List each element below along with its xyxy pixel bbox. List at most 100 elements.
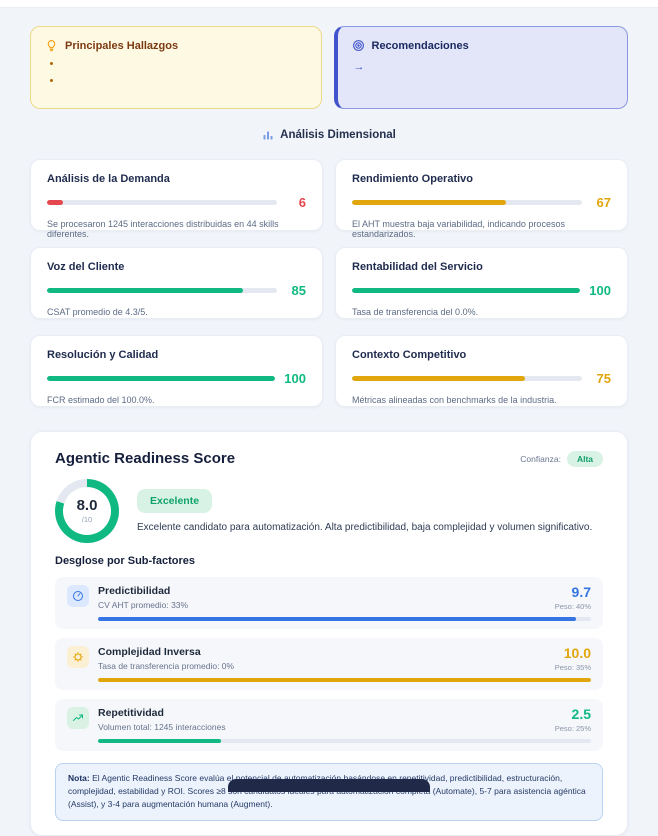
top-strip [0, 0, 658, 8]
progress-track [98, 678, 591, 682]
progress-track [352, 288, 581, 293]
progress-track [47, 288, 277, 293]
findings-header: Principales Hallazgos [45, 39, 307, 52]
dimension-card: Rendimiento Operativo 67 El AHT muestra … [335, 159, 628, 239]
progress-track [352, 376, 582, 381]
progress-track [47, 376, 276, 381]
finding-bullet [50, 79, 53, 82]
confidence-badge: Alta [566, 450, 603, 467]
subfactor-weight: Peso: 40% [554, 602, 591, 611]
subfactor-name: Predictibilidad [98, 585, 171, 597]
progress-track [352, 200, 582, 205]
subfactor-detail: Tasa de transferencia promedio: 0% [98, 661, 235, 671]
progress-fill [47, 200, 64, 205]
progress-fill [47, 376, 276, 381]
subfactor-name: Repetitividad [98, 707, 164, 719]
dimension-description: FCR estimado del 100.0%. [47, 395, 155, 405]
dimension-title: Rentabilidad del Servicio [352, 261, 483, 273]
progress-track [98, 617, 591, 621]
ars-title: Agentic Readiness Score [55, 450, 236, 467]
note-label: Nota: [68, 773, 90, 783]
subfactor-detail: Volumen total: 1245 interacciones [98, 722, 226, 732]
subfactor-row: Repetitividad Volumen total: 1245 intera… [55, 699, 603, 751]
progress-fill [47, 288, 243, 293]
score-value: 8.0 [76, 497, 98, 514]
gear-icon [67, 646, 89, 668]
subfactor-detail: CV AHT promedio: 33% [98, 600, 189, 610]
progress-fill [352, 376, 525, 381]
confidence: Confianza: Alta [520, 450, 603, 467]
rating-badge: Excelente [137, 489, 213, 513]
target-icon [352, 40, 364, 51]
dimension-score: 75 [596, 371, 611, 386]
dimension-card: Voz del Cliente 85 CSAT promedio de 4.3/… [30, 247, 323, 319]
recommendations-header: Recomendaciones [352, 39, 614, 52]
score-max: /10 [81, 515, 93, 524]
dimension-card: Contexto Competitivo 75 Métricas alinead… [335, 335, 628, 407]
dimension-score: 85 [291, 283, 306, 298]
subfactor-score: 2.5 [571, 706, 591, 722]
dimension-bar-row: 100 [47, 371, 306, 386]
dimension-title: Contexto Competitivo [352, 349, 467, 361]
subfactor-row: Predictibilidad CV AHT promedio: 33% 9.7… [55, 577, 603, 629]
dimension-score: 100 [589, 283, 611, 298]
dimension-title: Voz del Cliente [47, 261, 125, 273]
score-info: Excelente Excelente candidato para autom… [137, 489, 592, 533]
recommendations-content: → [353, 61, 365, 73]
progress-fill [98, 739, 222, 743]
dimension-description: Métricas alineadas con benchmarks de la … [352, 395, 557, 405]
section-title: Análisis Dimensional [280, 129, 396, 141]
dimension-description: Se procesaron 1245 interacciones distrib… [47, 219, 279, 239]
dimension-card: Resolución y Calidad 100 FCR estimado de… [30, 335, 323, 407]
progress-fill [352, 200, 507, 205]
dimension-bar-row: 6 [47, 195, 306, 210]
dimension-score: 67 [596, 195, 611, 210]
dimension-title: Resolución y Calidad [47, 349, 159, 361]
progress-track [47, 200, 277, 205]
footer-bar [228, 779, 430, 792]
dimension-description: Tasa de transferencia del 0.0%. [352, 307, 479, 317]
dimension-card: Rentabilidad del Servicio 100 Tasa de tr… [335, 247, 628, 319]
trending-up-icon [67, 707, 89, 729]
lightbulb-icon [47, 40, 56, 52]
dimension-description: El AHT muestra baja variabilidad, indica… [352, 219, 565, 239]
compass-icon [67, 585, 89, 607]
progress-fill [98, 678, 591, 682]
dimension-grid: Análisis de la Demanda 6 Se procesaron 1… [30, 159, 628, 407]
finding-bullet [50, 62, 53, 65]
summary-row: Principales Hallazgos Recomendaciones → [30, 26, 628, 109]
subfactors-title: Desglose por Sub-factores [55, 555, 195, 567]
subfactor-weight: Peso: 25% [554, 724, 591, 733]
subfactor-row: Complejidad Inversa Tasa de transferenci… [55, 638, 603, 690]
dimension-bar-row: 67 [352, 195, 611, 210]
subfactor-score: 10.0 [563, 645, 591, 661]
subfactor-weight: Peso: 35% [554, 663, 591, 672]
dimension-card: Análisis de la Demanda 6 Se procesaron 1… [30, 159, 323, 239]
score-row: 8.0 /10 Excelente Excelente candidato pa… [55, 479, 603, 543]
dimension-score: 100 [284, 371, 306, 386]
dimension-bar-row: 100 [352, 283, 611, 298]
recommendations-title: Recomendaciones [371, 39, 469, 52]
bar-chart-icon [263, 131, 273, 140]
ars-description: Excelente candidato para automatización.… [137, 522, 593, 533]
progress-track [98, 739, 591, 743]
findings-title: Principales Hallazgos [65, 39, 179, 52]
subfactor-name: Complejidad Inversa [98, 646, 201, 658]
dimension-title: Análisis de la Demanda [47, 173, 170, 185]
ars-header: Agentic Readiness Score Confianza: Alta [55, 450, 603, 467]
findings-list [50, 62, 307, 82]
dimension-bar-row: 75 [352, 371, 611, 386]
progress-fill [98, 617, 577, 621]
section-header: Análisis Dimensional [30, 129, 628, 141]
findings-card: Principales Hallazgos [30, 26, 322, 109]
score-gauge-inner: 8.0 /10 [63, 487, 111, 535]
agentic-readiness-card: Agentic Readiness Score Confianza: Alta … [30, 431, 628, 836]
dimension-score: 6 [298, 195, 306, 210]
report-page: Principales Hallazgos Recomendaciones → … [0, 8, 658, 836]
confidence-label: Confianza: [520, 453, 561, 464]
subfactor-score: 9.7 [571, 584, 591, 600]
recommendations-card: Recomendaciones → [333, 26, 628, 109]
dimension-title: Rendimiento Operativo [352, 173, 474, 185]
dimension-description: CSAT promedio de 4.3/5. [47, 307, 148, 317]
dimension-bar-row: 85 [47, 283, 306, 298]
